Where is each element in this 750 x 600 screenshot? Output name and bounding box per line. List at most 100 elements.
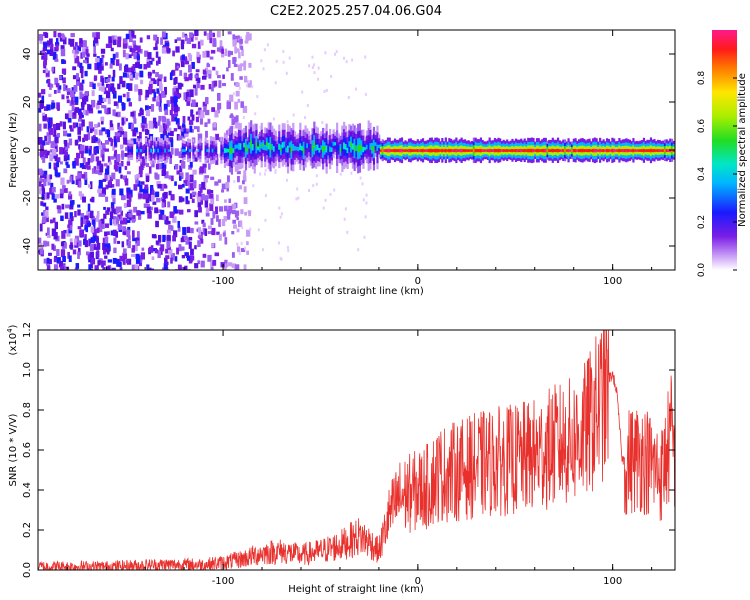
spectrogram-cell — [495, 148, 498, 153]
spectrogram-cell — [101, 127, 106, 132]
spectrogram-cell — [476, 142, 479, 146]
spectrogram-cell — [346, 131, 349, 138]
spectrogram-cell — [136, 148, 139, 153]
spectrogram-cell — [537, 158, 540, 163]
spectrogram-cell — [185, 91, 190, 99]
spectrogram-cell — [212, 66, 216, 71]
spectrogram-cell — [59, 37, 64, 42]
spectrogram-cell — [362, 129, 365, 136]
spectrogram-cell — [276, 143, 279, 148]
spectrogram-cell — [181, 32, 185, 38]
spectrogram-cell — [199, 238, 204, 244]
spectrogram-cell — [222, 153, 225, 158]
spectrogram-cell — [579, 141, 582, 146]
spectrogram-cell — [279, 158, 283, 163]
spectrogram-cell — [126, 83, 130, 89]
spectrogram-cell — [322, 145, 325, 152]
spectrogram-cell — [462, 139, 465, 144]
spectrogram-cell — [597, 146, 600, 150]
spectrogram-cell — [630, 148, 633, 152]
spectrogram-cell — [329, 145, 332, 153]
spectrogram-cell — [274, 160, 277, 167]
spectrogram-cell — [532, 155, 535, 160]
spectrogram-cell — [330, 151, 333, 157]
spectrogram-cell — [409, 141, 412, 146]
spectrogram-cell — [60, 48, 66, 57]
spectrogram-cell — [89, 125, 93, 134]
spectrogram-cell — [67, 133, 72, 137]
spectrogram-cell — [98, 179, 103, 187]
spectrogram-cell — [362, 151, 365, 158]
spectrogram-cell — [241, 226, 244, 230]
spectrogram-cell — [497, 151, 500, 156]
spectrogram-cell — [183, 145, 186, 150]
spectrogram-cell — [409, 138, 412, 143]
spectrogram-cell — [455, 158, 458, 164]
spectrogram-cell — [346, 152, 349, 159]
spectrogram-cell — [323, 145, 326, 151]
spectrogram-cell — [42, 69, 46, 74]
spectrogram-cell — [309, 143, 312, 149]
spectrogram-cell — [63, 146, 67, 155]
spectrogram-cell — [202, 222, 206, 228]
spectrogram-cell — [72, 160, 76, 169]
spectrogram-cell — [602, 154, 605, 159]
spectrogram-cell — [240, 209, 244, 215]
spectrogram-cell — [634, 148, 637, 152]
spectrogram-cell — [576, 143, 579, 147]
spectrogram-cell — [506, 157, 509, 162]
spectrogram-cell — [150, 144, 153, 149]
spectrogram-cell — [69, 176, 73, 183]
spectrogram-cell — [165, 248, 169, 254]
spectrogram-cell — [165, 141, 169, 146]
spectrogram-cell — [423, 151, 426, 155]
spectrogram-cell — [458, 148, 461, 153]
spectrogram-cell — [204, 228, 208, 236]
spectrogram-cell — [599, 144, 602, 149]
spectrogram-cell — [641, 154, 644, 158]
colorbar-tick-label: 0.6 — [697, 119, 707, 134]
spectrogram-cell — [295, 146, 298, 151]
spectrogram-cell — [59, 188, 64, 195]
spectrogram-cell — [430, 148, 433, 153]
spectrogram-cell — [166, 234, 171, 243]
spectrogram-cell — [418, 146, 421, 150]
spectrogram-cell — [478, 148, 481, 153]
spectrogram-cell — [236, 242, 239, 246]
spectrogram-cell — [206, 151, 209, 155]
spectrogram-cell — [129, 47, 133, 52]
spectrogram-cell — [146, 206, 151, 214]
spectrogram-cell — [460, 148, 463, 153]
spectrogram-cell — [173, 91, 178, 96]
spectrogram-cell — [140, 145, 144, 153]
spectrogram-cell — [126, 229, 131, 237]
spectrogram-cell — [620, 156, 623, 161]
spectrogram-cell — [464, 142, 467, 147]
spectrogram-cell — [204, 195, 209, 201]
spectrogram-cell — [75, 263, 80, 269]
spectrogram-cell — [318, 161, 321, 167]
spectrogram-cell — [362, 157, 365, 164]
spectrogram-cell — [416, 139, 419, 143]
spectrogram-cell — [74, 96, 79, 103]
spectrogram-cell — [511, 142, 514, 146]
spectrogram-cell — [153, 137, 156, 142]
spectrogram-cell — [374, 141, 377, 146]
spectrogram-cell — [530, 155, 533, 160]
spectrogram-cell — [216, 92, 221, 101]
spectrogram-cell — [609, 151, 612, 155]
spectrogram-cell — [157, 78, 161, 86]
spectrogram-cell — [500, 148, 504, 152]
spectrogram-cell — [59, 121, 63, 127]
spectrogram-cell — [40, 201, 44, 206]
spectrogram-cell — [625, 141, 628, 146]
spectrogram-cell — [276, 156, 279, 161]
spectrogram-cell — [217, 106, 220, 114]
spectrogram-cell — [621, 151, 625, 156]
spectrogram-cell — [55, 194, 60, 199]
spectrogram-cell — [623, 142, 626, 146]
spectrogram-cell — [140, 79, 144, 85]
spectrogram-cell — [355, 127, 358, 134]
spectrogram-cell — [157, 159, 160, 164]
spectrogram-cell — [474, 141, 477, 146]
